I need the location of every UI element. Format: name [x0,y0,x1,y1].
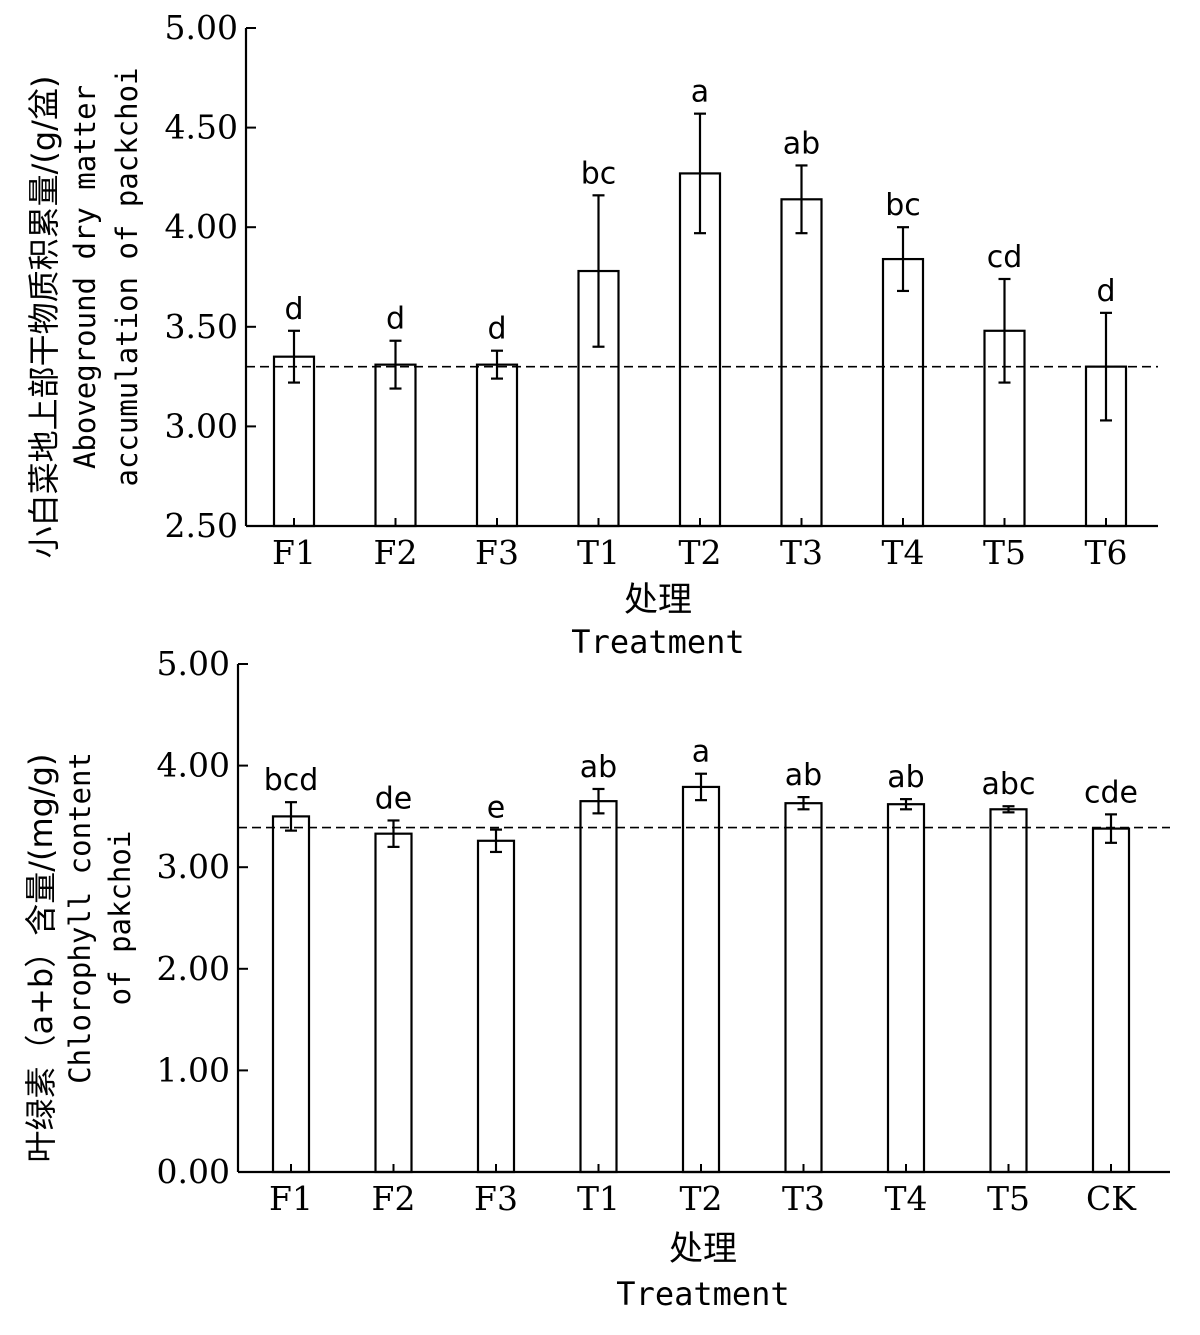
chart2-ylabel-en-line2: of pakchoi [103,831,137,1006]
chart2-x-labels: F1 F2 F3 T1 T2 T3 T4 T5 CK [269,1164,1137,1218]
chart1-x-label-T2: T2 [678,533,721,572]
chart1-xlabel-en: Treatment [571,623,744,661]
chart2-y-tick-label: 5.00 [157,644,230,683]
chart2-bar-F2 [374,832,413,1174]
chart2-x-label-T4: T4 [884,1179,927,1218]
chart1-ylabel-en-line2: accumulation of packchoi [110,67,144,486]
chart2-significance-T5: abc [982,767,1036,802]
chart2-y-tick-label: 0.00 [157,1152,230,1191]
chart1-bar-F3 [475,363,519,528]
chart2-error-bar-T4 [900,798,912,811]
chart1-y-tick-label: 3.00 [165,406,238,445]
chart2-bar-T4 [886,803,926,1174]
chart1-significance-F3: d [487,312,506,347]
chart1-error-bar-F1 [288,329,300,384]
chart2-error-bar-F2 [387,819,400,848]
chart1-x-label-F3: F3 [475,533,519,572]
chart1-significance-F2: d [386,302,405,337]
chart1-significance-labels: d d d bc a ab bc cd d [284,75,1115,347]
chart2-x-label-CK: CK [1086,1179,1137,1218]
chart2-bar-T1 [579,800,618,1174]
chart2-significance-F3: e [487,791,505,826]
chart2-y-tick-label: 2.00 [157,949,230,988]
chart2-y-tick-label: 3.00 [157,847,230,886]
chart2-y-ticks: 0.00 1.00 2.00 3.00 4.00 5.00 [157,644,248,1191]
chart1-significance-F1: d [284,292,303,327]
chart1-y-tick-label: 4.50 [165,108,238,147]
chart1-ylabel-zh: 小白菜地上部干物质积累量/(g/盆) [25,76,63,559]
chart1-x-labels: F1 F2 F3 T1 T2 T3 T4 T5 T6 [272,518,1128,572]
chart2-x-label-F1: F1 [269,1179,313,1218]
chart1-x-label-F2: F2 [374,533,418,572]
chart2-ylabel-en-line1: Chlorophyll content [63,752,97,1084]
chart1-error-bar-T5 [998,277,1011,384]
chart2-x-label-F2: F2 [372,1179,416,1218]
chart2-bar-CK [1091,827,1131,1174]
chart1-y-tick-label: 4.00 [165,207,238,246]
chart2-y-tick-label: 4.00 [157,746,230,785]
chart1-x-label-F1: F1 [272,533,316,572]
chart-chlorophyll: 0.00 1.00 2.00 3.00 4.00 5.00 F1 F2 F3 T1 T2 T3 T4 T… [22,644,1170,1313]
chart2-significance-T3: ab [785,758,822,793]
chart2-y-tick-label: 1.00 [157,1050,230,1089]
chart1-significance-T6: d [1096,274,1115,309]
chart1-significance-T4: bc [885,188,921,223]
chart1-error-bar-T2 [694,112,706,235]
chart2-bar-F1 [271,815,311,1174]
chart1-ylabel-en-line1: Aboveground dry matter [68,85,102,469]
chart1-error-bar-T1 [592,194,605,348]
chart1-bar-F1 [272,355,316,528]
chart1-x-label-T1: T1 [577,533,620,572]
chart1-bar-T3 [780,198,823,528]
chart1-y-tick-label: 2.50 [165,506,238,545]
chart1-y-tick-label: 5.00 [165,8,238,47]
chart2-xlabel-en: Treatment [616,1275,789,1313]
chart2-x-label-T5: T5 [987,1179,1030,1218]
chart2-significance-F2: de [375,781,413,816]
chart1-xlabel-zh: 处理 [624,580,692,620]
chart2-error-bar-CK [1105,813,1117,844]
chart1-error-bar-F2 [389,339,402,390]
chart2-significance-F1: bcd [264,763,319,798]
chart2-bar-F3 [476,839,516,1174]
chart2-bar-T5 [989,808,1028,1174]
chart1-significance-T1: bc [581,156,617,191]
chart2-bar-T2 [681,785,721,1174]
chart-dry-matter: 2.50 3.00 3.50 4.00 4.50 5.00 F1 F2 F3 T1 T2 T3 T4 T… [25,8,1158,661]
chart1-x-label-T4: T4 [881,533,924,572]
chart2-x-label-T1: T1 [577,1179,620,1218]
chart2-error-bar-F3 [490,828,502,854]
chart2-bars [271,772,1131,1174]
chart2-significance-T1: ab [580,750,617,785]
chart2-error-bar-T3 [797,795,810,811]
chart1-x-label-T5: T5 [983,533,1026,572]
chart2-significance-T4: ab [887,760,924,795]
chart1-significance-T3: ab [783,126,820,161]
chart2-x-label-T3: T3 [782,1179,825,1218]
chart1-significance-T5: cd [987,240,1023,275]
chart1-error-bar-T4 [897,226,909,293]
chart2-bar-T3 [784,802,823,1174]
chart1-y-ticks: 2.50 3.00 3.50 4.00 4.50 5.00 [165,8,256,545]
chart1-bar-T4 [881,257,925,528]
chart2-error-bar-T2 [695,772,707,802]
chart1-x-label-T3: T3 [780,533,823,572]
chart2-x-label-T2: T2 [679,1179,722,1218]
chart2-error-bar-F1 [285,801,297,832]
chart2-significance-CK: cde [1084,775,1138,810]
chart1-error-bar-T3 [795,164,808,235]
chart2-ylabel-zh: 叶绿素（a+b）含量/(mg/g) [22,753,60,1162]
chart1-significance-T2: a [691,75,709,110]
chart1-y-tick-label: 3.50 [165,307,238,346]
chart2-xlabel-zh: 处理 [669,1229,737,1269]
chart1-bars [272,112,1128,528]
chart1-error-bar-F3 [491,349,503,380]
chart2-x-label-F3: F3 [474,1179,518,1218]
chart2-error-bar-T5 [1002,805,1015,814]
chart2-error-bar-T1 [592,787,605,815]
chart1-x-label-T6: T6 [1084,533,1127,572]
chart2-significance-T2: a [692,735,710,770]
chart2-significance-labels: bcd de e ab a ab ab abc cde [264,735,1138,826]
